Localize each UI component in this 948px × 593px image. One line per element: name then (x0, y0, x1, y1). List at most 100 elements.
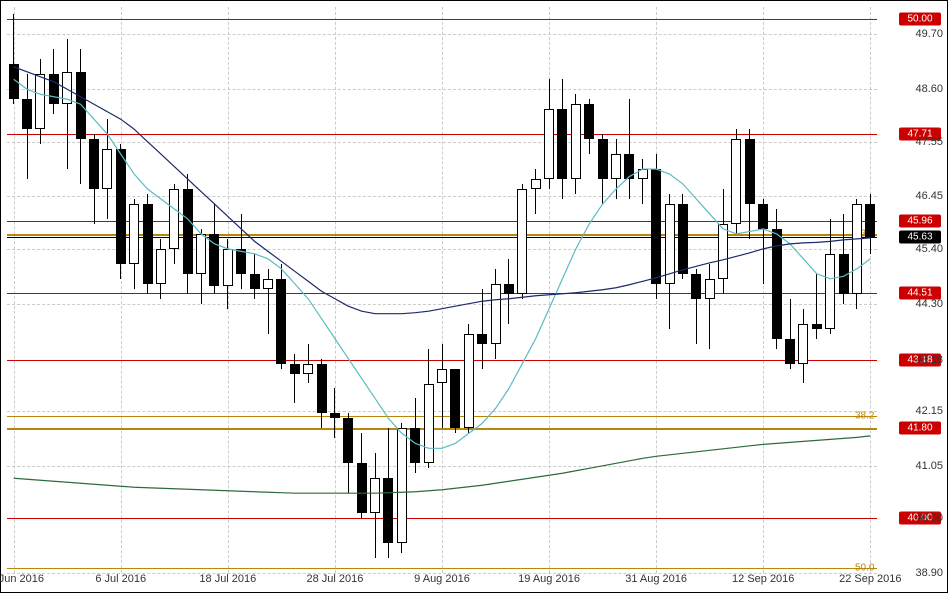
plot-area: 23.638.250.050.0047.7145.9645.6344.5143.… (7, 7, 877, 573)
y-tick-label: 38.90 (915, 567, 943, 579)
candle-wick (482, 289, 483, 369)
y-tick-label: 40.00 (915, 512, 943, 524)
candle-body (317, 364, 327, 414)
candle-body (839, 254, 849, 294)
candle-body (624, 154, 634, 179)
candle-body (718, 224, 728, 279)
x-tick-label: 18 Jul 2016 (199, 573, 256, 585)
candle-body (89, 139, 99, 189)
x-tick-label: 6 Jul 2016 (95, 573, 146, 585)
y-tick-label: 44.30 (915, 298, 943, 310)
candle-wick (816, 274, 817, 339)
candle-body (798, 324, 808, 364)
candle-body (343, 418, 353, 463)
gridline-v (335, 7, 336, 573)
candle-body (678, 204, 688, 274)
candle-wick (709, 264, 710, 349)
candle-body (156, 249, 166, 284)
candle-body (410, 428, 420, 463)
candle-body (504, 284, 514, 294)
y-tick-label: 46.45 (915, 190, 943, 202)
candle-body (250, 274, 260, 289)
candle-body (705, 279, 715, 299)
x-tick-label: 28 Jul 2016 (306, 573, 363, 585)
candle-body (76, 72, 86, 139)
candle-body (263, 279, 273, 289)
candle-body (129, 204, 139, 264)
y-tick-label: 42.15 (915, 405, 943, 417)
candle-body (49, 74, 59, 104)
fib-line (7, 568, 877, 569)
candle-body (598, 139, 608, 179)
y-tick-label: 49.70 (915, 28, 943, 40)
candle-body (35, 74, 45, 129)
candle-body (62, 72, 72, 104)
price-line (7, 293, 877, 294)
candle-body (491, 284, 501, 344)
candle-body (651, 169, 661, 284)
candle-body (691, 274, 701, 299)
candle-wick (442, 344, 443, 429)
candle-body (731, 139, 741, 224)
candle-body (169, 189, 179, 249)
candle-body (290, 364, 300, 374)
fib-label: 38.2 (855, 410, 874, 421)
x-tick-label: 31 Aug 2016 (625, 573, 687, 585)
price-line (7, 19, 877, 20)
candle-body (370, 478, 380, 513)
y-tick-label: 48.60 (915, 83, 943, 95)
candle-body (143, 204, 153, 284)
price-line (7, 518, 877, 519)
candle-body (397, 428, 407, 543)
gridline-v (870, 7, 871, 573)
candle-body (531, 179, 541, 189)
x-tick-label: 9 Aug 2016 (414, 573, 470, 585)
candle-body (865, 204, 875, 237)
candle-body (22, 99, 32, 129)
candle-body (584, 104, 594, 139)
candle-body (464, 334, 474, 429)
candle-body (812, 324, 822, 329)
candle-body (209, 234, 219, 286)
y-tick-label: 47.55 (915, 136, 943, 148)
candle-wick (67, 39, 68, 169)
candle-body (357, 463, 367, 513)
candlestick-chart: 23.638.250.050.0047.7145.9645.6344.5143.… (0, 0, 948, 593)
candle-body (183, 189, 193, 274)
candle-body (223, 249, 233, 286)
candle-body (557, 109, 567, 179)
candle-body (611, 154, 621, 179)
price-line (7, 134, 877, 135)
candle-wick (294, 354, 295, 404)
candle-body (276, 279, 286, 364)
candle-body (852, 204, 862, 294)
y-tick-label: 45.40 (915, 243, 943, 255)
candle-wick (535, 169, 536, 214)
candle-body (9, 64, 19, 99)
candle-body (571, 104, 581, 179)
gridline-v (763, 7, 764, 573)
candle-body (196, 234, 206, 274)
candle-body (450, 369, 460, 429)
y-tick-label: 41.05 (915, 460, 943, 472)
x-tick-label: 12 Sep 2016 (732, 573, 794, 585)
candle-body (517, 189, 527, 294)
candle-body (638, 169, 648, 179)
candle-body (772, 229, 782, 339)
candle-body (116, 149, 126, 264)
gridline-v (442, 7, 443, 573)
candle-body (745, 139, 755, 204)
candle-body (330, 413, 340, 418)
candle-body (825, 254, 835, 329)
candle-body (665, 204, 675, 284)
candle-body (236, 249, 246, 274)
x-tick-label: 19 Aug 2016 (518, 573, 580, 585)
x-tick-label: 24 Jun 2016 (0, 573, 44, 585)
price-line (7, 428, 877, 430)
candle-wick (629, 99, 630, 199)
candle-body (758, 204, 768, 229)
y-axis: 49.7048.6047.5546.4545.4044.3043.1842.15… (880, 7, 945, 573)
candle-body (383, 478, 393, 543)
candle-body (424, 384, 434, 464)
candle-body (477, 334, 487, 344)
